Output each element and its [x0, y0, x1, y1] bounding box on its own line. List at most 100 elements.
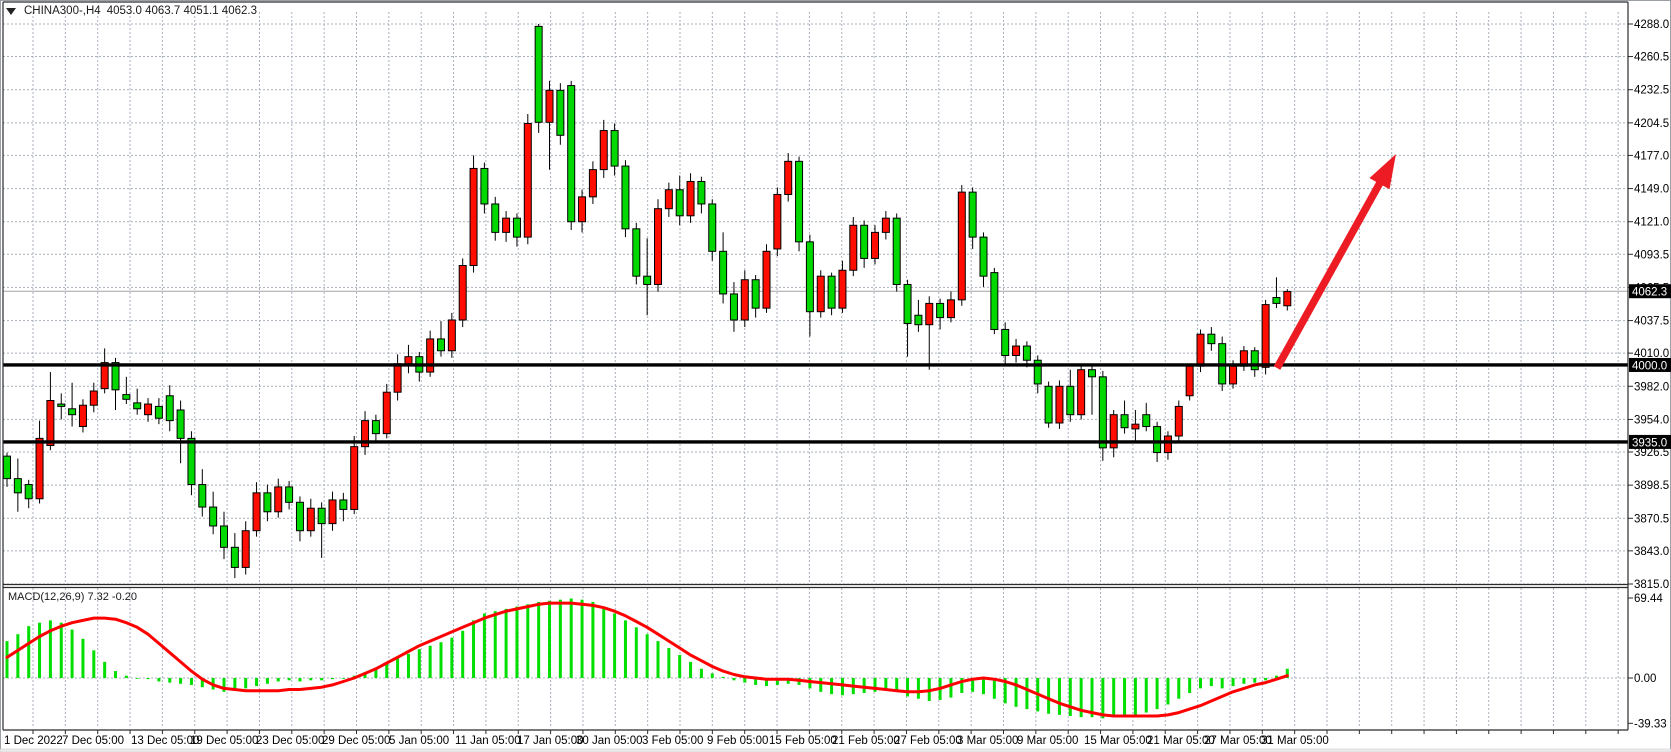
- macd-histogram-bar: [135, 678, 139, 679]
- candle-body: [491, 203, 500, 233]
- candle-body: [1185, 365, 1194, 397]
- macd-histogram-bar: [287, 678, 291, 681]
- candle-body: [198, 484, 207, 508]
- macd-histogram-bar: [862, 678, 866, 693]
- candle-body: [545, 89, 554, 123]
- macd-histogram-bar: [775, 678, 779, 685]
- candle-body: [512, 217, 521, 238]
- macd-histogram-bar: [1068, 678, 1072, 717]
- macd-axis-label: 69.44: [1634, 593, 1663, 605]
- candle-body: [502, 217, 511, 233]
- macd-histogram-bar: [1199, 678, 1202, 689]
- macd-histogram-bar: [5, 641, 9, 678]
- candle-body: [306, 507, 315, 532]
- macd-histogram-bar: [1014, 678, 1018, 707]
- candle-body: [1044, 385, 1053, 424]
- ohlc-values-label: 4053.0 4063.7 4051.1 4062.3: [106, 5, 257, 17]
- candle-body: [1207, 333, 1216, 345]
- macd-histogram-bar: [548, 600, 551, 678]
- candle-body: [187, 437, 196, 486]
- macd-histogram-bar: [830, 678, 834, 695]
- macd-histogram-bar: [971, 678, 975, 692]
- time-axis-label: 21 Feb 05:00: [832, 735, 900, 747]
- macd-histogram-bar: [309, 678, 313, 681]
- candle-body: [675, 189, 684, 217]
- macd-histogram-bar: [1274, 675, 1278, 678]
- candle-body: [719, 250, 728, 295]
- macd-histogram-bar: [949, 678, 953, 698]
- macd-histogram-bar: [721, 676, 725, 678]
- time-axis-label: 19 Dec 05:00: [190, 735, 258, 747]
- time-axis-label: 27 Mar 05:00: [1204, 735, 1272, 747]
- macd-histogram-bar: [1220, 678, 1224, 689]
- candle-body: [371, 420, 380, 435]
- macd-histogram-bar: [765, 678, 768, 687]
- candle-body: [122, 394, 131, 400]
- macd-histogram-bar: [1285, 668, 1289, 678]
- candle-body: [35, 437, 44, 500]
- candle-body: [263, 492, 272, 513]
- macd-histogram-bar: [374, 667, 378, 678]
- macd-histogram-bar: [103, 661, 107, 678]
- macd-histogram-bar: [396, 658, 400, 678]
- candle-body: [751, 279, 760, 309]
- macd-histogram-bar: [493, 611, 497, 678]
- candle-body: [990, 272, 999, 330]
- candle-body: [936, 302, 945, 319]
- macd-histogram-bar: [602, 606, 606, 678]
- time-axis-label: 21 Mar 05:00: [1147, 735, 1215, 747]
- candle-body: [100, 362, 109, 390]
- macd-histogram-bar: [38, 622, 42, 678]
- candle-body: [111, 362, 120, 391]
- candle-body: [871, 231, 879, 259]
- candle-body: [1131, 423, 1140, 430]
- time-axis-label: 9 Feb 05:00: [707, 735, 768, 747]
- candle-body: [24, 484, 33, 500]
- trend-arrow-line[interactable]: [1273, 178, 1385, 370]
- time-axis-label: 17 Jan 05:00: [517, 735, 584, 747]
- price-axis-label: 3926.5: [1634, 447, 1669, 459]
- candle-body: [881, 217, 890, 233]
- candle-body: [979, 236, 988, 277]
- macd-histogram-bar: [1133, 678, 1137, 715]
- price-badge: [1629, 434, 1671, 449]
- candle-body: [285, 486, 294, 503]
- symbol-dropdown-icon[interactable]: [6, 7, 16, 15]
- candle-body: [914, 314, 923, 326]
- macd-histogram-bar: [92, 650, 96, 678]
- candle-body: [795, 160, 804, 243]
- price-axis-label: 4149.0: [1634, 184, 1669, 196]
- candle-body: [567, 85, 576, 223]
- chart-title: CHINA300-,H4 4053.0 4063.7 4051.1 4062.3: [6, 5, 257, 17]
- candle-body: [599, 130, 608, 171]
- candle-body: [860, 224, 869, 259]
- trend-arrow-head[interactable]: [1369, 154, 1396, 190]
- candle-body: [740, 279, 749, 321]
- macd-histogram-bar: [699, 668, 703, 678]
- macd-histogram-bar: [1177, 678, 1181, 699]
- candle-body: [437, 338, 445, 352]
- time-axis-label: 11 Jan 05:00: [455, 735, 521, 747]
- candle-body: [458, 265, 467, 321]
- candle-body: [1033, 359, 1042, 385]
- candle-body: [274, 486, 283, 513]
- macd-histogram-bar: [428, 645, 432, 678]
- macd-histogram-bar: [992, 678, 996, 699]
- candle-body: [176, 409, 185, 439]
- candle-body: [328, 499, 337, 525]
- candle-body: [1077, 369, 1086, 416]
- candle-body: [361, 420, 370, 448]
- candle-body: [534, 25, 543, 123]
- candle-body: [144, 403, 153, 416]
- price-axis-label: 4010.0: [1634, 348, 1669, 360]
- macd-histogram-bar: [591, 601, 595, 678]
- macd-histogram-bar: [1231, 678, 1235, 687]
- macd-histogram-bar: [189, 678, 193, 685]
- macd-histogram-bar: [1057, 678, 1061, 715]
- candle-body: [230, 546, 239, 568]
- candle-body: [220, 525, 228, 548]
- candle-body: [154, 405, 163, 419]
- time-axis-label: 15 Feb 05:00: [769, 735, 837, 747]
